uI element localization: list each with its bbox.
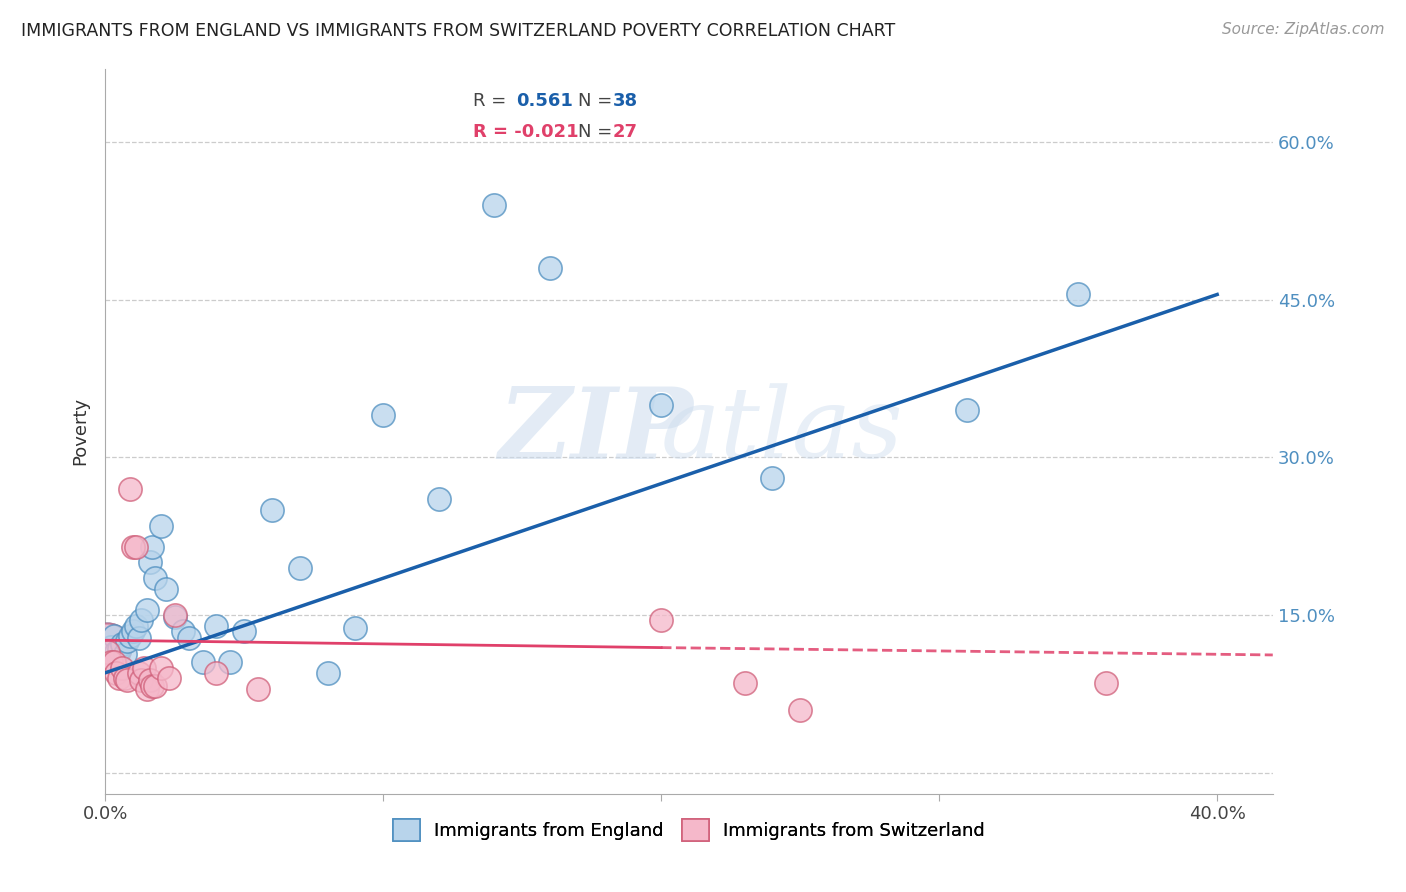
Point [373, 409, 395, 423]
Point [122, 624, 145, 638]
Point [143, 571, 166, 585]
Point [105, 665, 128, 680]
Point [114, 647, 136, 661]
Point [117, 634, 139, 648]
Point [956, 403, 979, 417]
Point [143, 680, 166, 694]
Point [125, 618, 148, 632]
Point [100, 655, 122, 669]
Point [538, 261, 561, 276]
Point [288, 560, 311, 574]
Point [191, 655, 214, 669]
Y-axis label: Poverty: Poverty [72, 397, 89, 465]
Point [149, 518, 172, 533]
Text: N =: N = [578, 92, 613, 110]
Point [219, 655, 242, 669]
Point [247, 681, 270, 696]
Legend: Immigrants from England, Immigrants from Switzerland: Immigrants from England, Immigrants from… [384, 810, 994, 850]
Point [105, 645, 128, 659]
Point [205, 618, 228, 632]
Point [138, 556, 160, 570]
Point [177, 631, 200, 645]
Point [172, 624, 194, 638]
Point [1067, 287, 1090, 301]
Point [114, 671, 136, 685]
Point [108, 671, 131, 685]
Point [103, 655, 125, 669]
Point [1095, 676, 1118, 690]
Point [120, 629, 142, 643]
Point [141, 540, 163, 554]
Point [117, 673, 139, 688]
Point [103, 629, 125, 643]
Text: R =: R = [472, 92, 506, 110]
Point [108, 641, 131, 656]
Point [141, 680, 163, 694]
Point [134, 660, 156, 674]
Point [650, 398, 672, 412]
Point [316, 665, 339, 680]
Point [484, 198, 506, 212]
Point [149, 660, 172, 674]
Text: 0.561: 0.561 [516, 92, 574, 110]
Point [233, 624, 256, 638]
Point [734, 676, 756, 690]
Point [97, 645, 120, 659]
Point [205, 665, 228, 680]
Point [131, 673, 153, 688]
Point [138, 673, 160, 688]
Point [120, 482, 142, 496]
Text: R = -0.021: R = -0.021 [472, 122, 579, 141]
Text: IMMIGRANTS FROM ENGLAND VS IMMIGRANTS FROM SWITZERLAND POVERTY CORRELATION CHART: IMMIGRANTS FROM ENGLAND VS IMMIGRANTS FR… [21, 22, 896, 40]
Point [128, 631, 150, 645]
Point [111, 660, 134, 674]
Point [135, 681, 157, 696]
Point [111, 637, 134, 651]
Text: ZIP: ZIP [498, 383, 693, 479]
Point [96, 640, 118, 654]
Text: 27: 27 [613, 122, 638, 141]
Point [344, 621, 367, 635]
Point [260, 503, 283, 517]
Point [97, 645, 120, 659]
Point [761, 471, 783, 485]
Point [427, 492, 450, 507]
Text: 38: 38 [613, 92, 638, 110]
Point [135, 603, 157, 617]
Text: N =: N = [578, 122, 613, 141]
Point [163, 610, 186, 624]
Point [100, 640, 122, 654]
Point [131, 613, 153, 627]
Point [128, 665, 150, 680]
Point [157, 671, 180, 685]
Point [122, 540, 145, 554]
Point [650, 613, 672, 627]
Point [163, 607, 186, 622]
Point [125, 540, 148, 554]
Text: Source: ZipAtlas.com: Source: ZipAtlas.com [1222, 22, 1385, 37]
Point [789, 703, 811, 717]
Point [155, 582, 177, 596]
Point [96, 640, 118, 654]
Text: atlas: atlas [661, 384, 904, 479]
